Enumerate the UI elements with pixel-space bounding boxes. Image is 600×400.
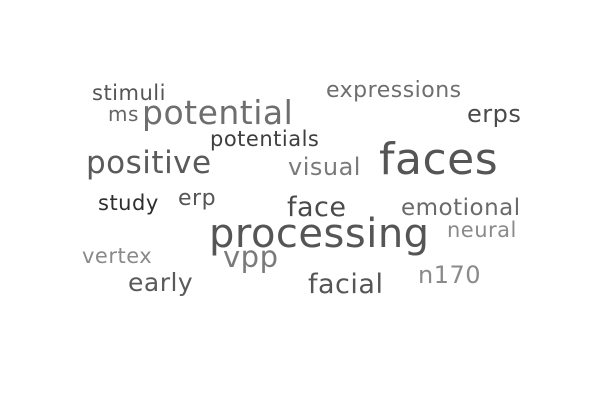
- word-potentials: potentials: [210, 127, 320, 151]
- word-stimuli: stimuli: [92, 81, 166, 105]
- word-expressions: expressions: [326, 78, 462, 103]
- word-study: study: [98, 191, 159, 215]
- word-neural: neural: [447, 218, 517, 242]
- word-vertex: vertex: [82, 244, 153, 268]
- word-processing: processing: [209, 211, 430, 257]
- word-early: early: [128, 268, 194, 297]
- word-n170: n170: [418, 261, 482, 289]
- word-vpp: vpp: [223, 240, 279, 274]
- word-ms: ms: [108, 102, 139, 126]
- word-faces: faces: [379, 134, 499, 185]
- word-emotional: emotional: [401, 195, 521, 221]
- word-erps: erps: [467, 100, 522, 128]
- word-potential: potential: [142, 93, 294, 132]
- word-facial: facial: [308, 269, 384, 300]
- word-face: face: [287, 192, 347, 223]
- word-visual: visual: [288, 153, 361, 181]
- word-positive: positive: [86, 145, 212, 181]
- word-erp: erp: [178, 186, 217, 211]
